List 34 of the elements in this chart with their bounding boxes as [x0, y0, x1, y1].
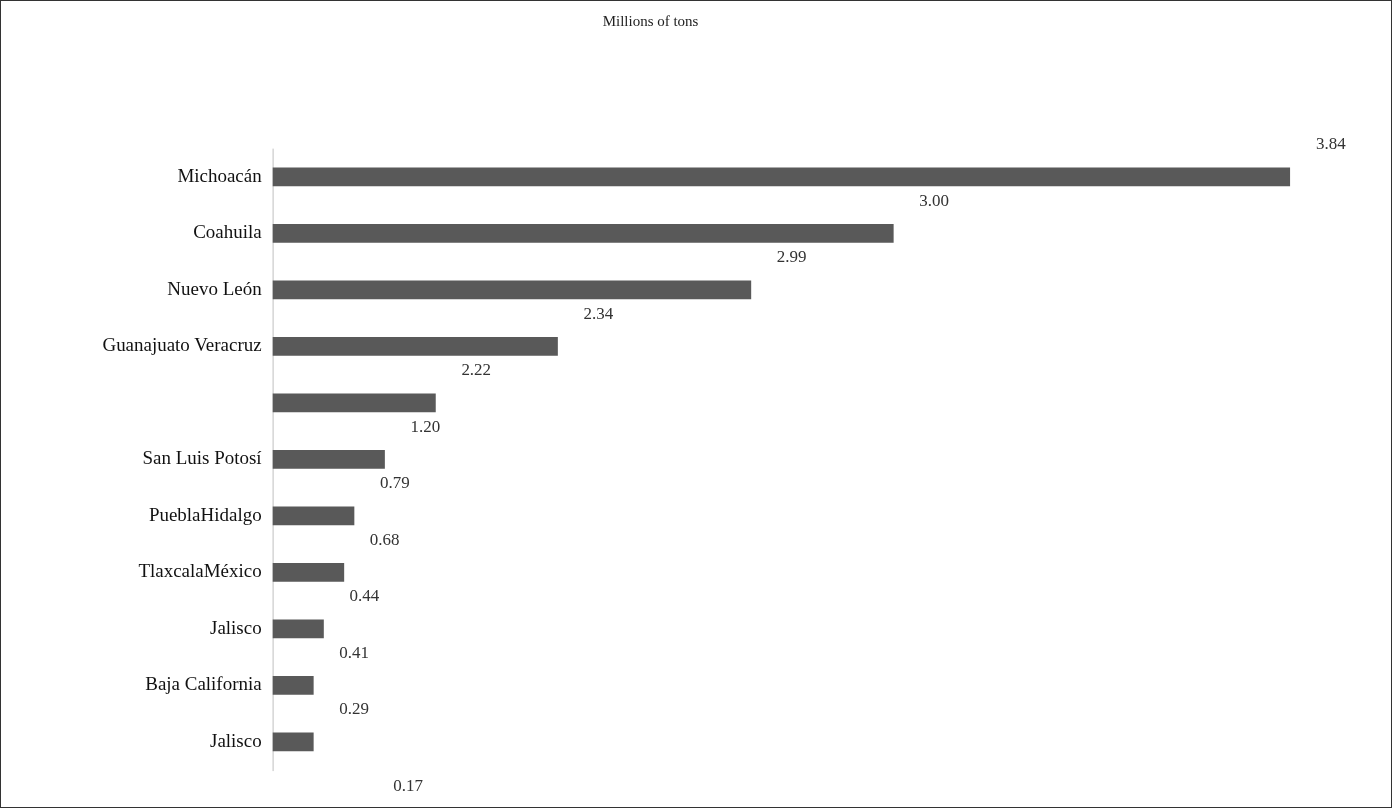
bar — [272, 224, 894, 243]
bar — [272, 393, 436, 413]
bar — [272, 450, 385, 469]
bar — [272, 732, 314, 752]
annotation: 0.29 — [339, 699, 369, 719]
y-tick-label: Jalisco — [210, 729, 262, 751]
y-tick-label: Michoacán — [177, 164, 263, 186]
annotation: 3.00 — [919, 190, 949, 210]
text: 0.17 — [393, 776, 423, 796]
annotation: 2.34 — [583, 303, 614, 323]
y-tick-label: PueblaHidalgo — [148, 503, 262, 525]
y-tick-label: Jalisco — [210, 616, 262, 638]
bar — [272, 563, 345, 582]
annotation: 1.20 — [410, 416, 441, 436]
bar — [272, 676, 314, 695]
annotation: 0.44 — [349, 586, 380, 606]
chart-title: Millions of tons — [602, 12, 699, 29]
y-tick-label: San Luis Potosí — [142, 447, 263, 469]
y-tick-label: Baja California — [145, 673, 263, 695]
annotation: 2.22 — [461, 360, 492, 380]
annotation: 2.99 — [776, 247, 807, 267]
y-tick-label: Coahuila — [193, 221, 263, 243]
annotation: 0.68 — [369, 529, 400, 549]
bar — [272, 506, 355, 526]
text: 3.84 — [1316, 134, 1347, 154]
y-tick-label: TlaxcalaMéxico — [138, 560, 262, 582]
annotation: 0.41 — [339, 642, 369, 662]
bar — [272, 280, 752, 300]
bar — [272, 167, 1291, 187]
y-tick-label: Nuevo León — [167, 277, 263, 299]
annotation: 0.79 — [379, 473, 410, 493]
bar — [272, 619, 324, 639]
y-tick-label: Guanajuato Veracruz — [102, 334, 262, 356]
bar — [272, 337, 558, 356]
